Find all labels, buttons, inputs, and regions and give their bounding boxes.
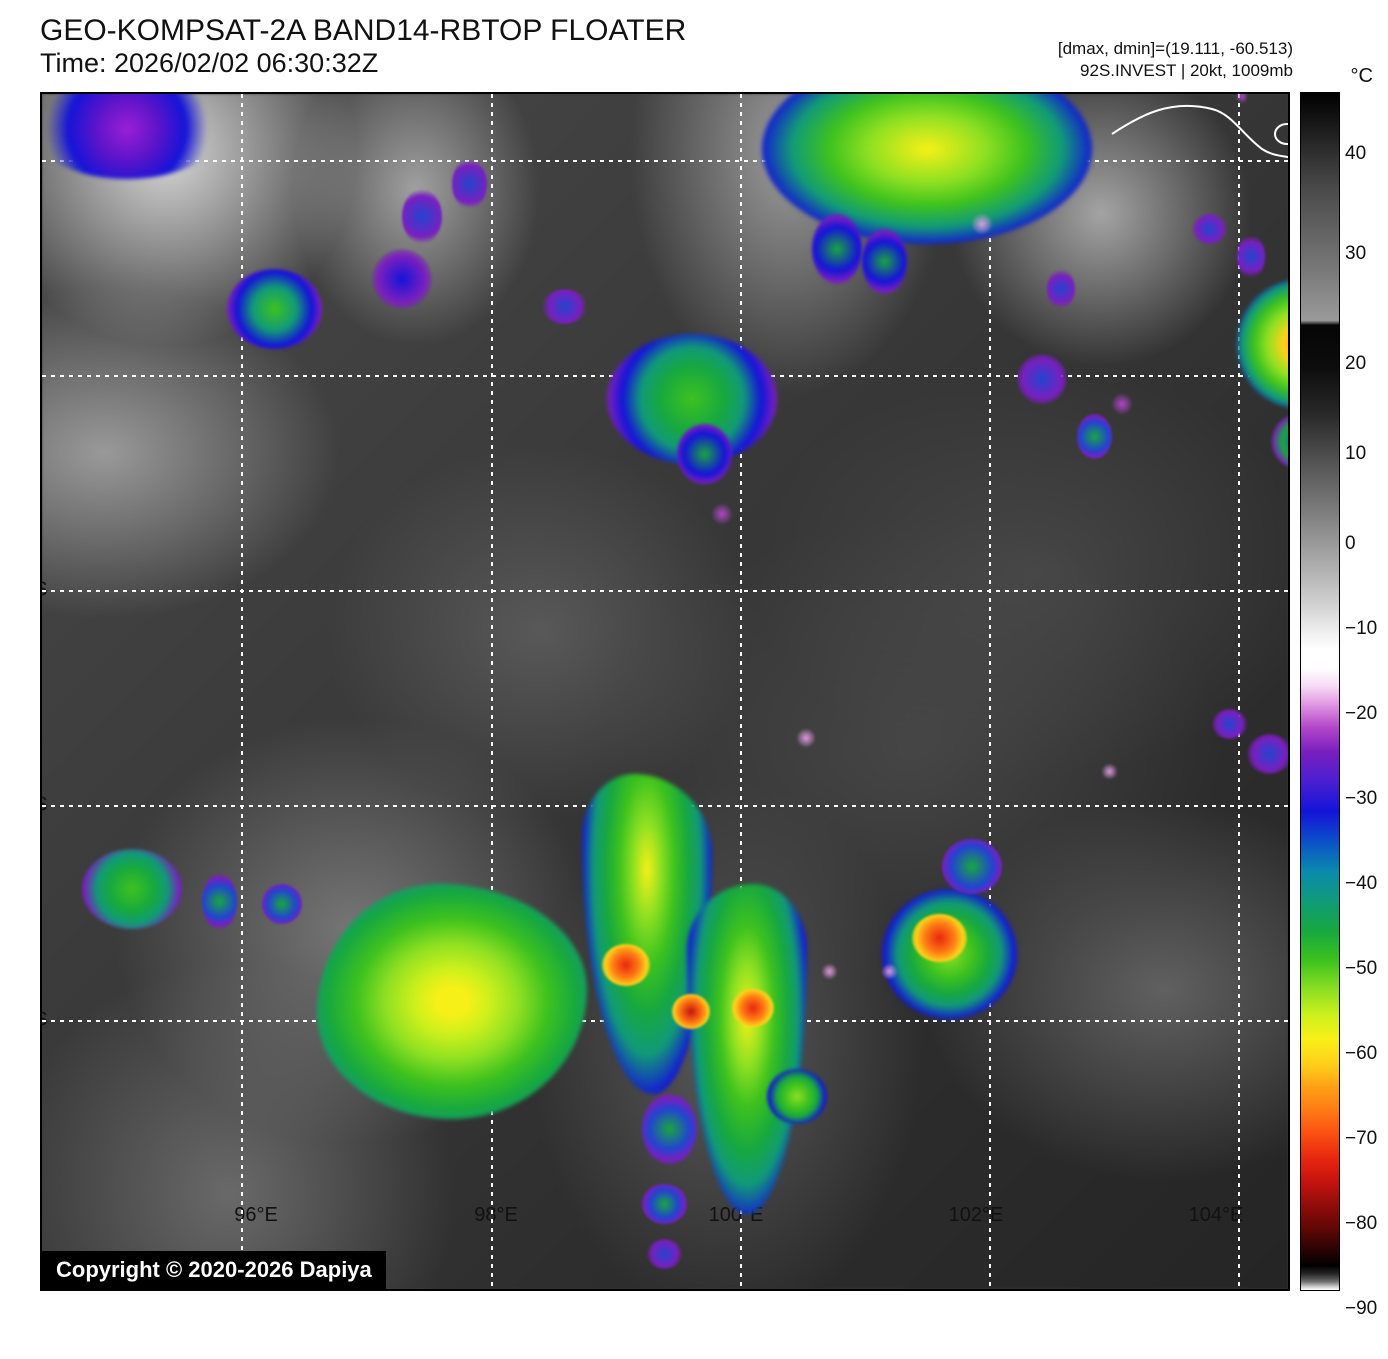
cb-tick-neg20: −20 bbox=[1345, 703, 1377, 725]
cb-tick-neg30: −30 bbox=[1345, 788, 1377, 810]
cloud-cell bbox=[82, 849, 182, 929]
color-scale-bar[interactable] bbox=[1300, 92, 1340, 1291]
page-subtitle: Time: 2026/02/02 06:30:32Z bbox=[40, 48, 686, 79]
cloud-cell bbox=[262, 884, 302, 924]
gridline-lon-104 bbox=[1238, 94, 1240, 1289]
hot-core-cell bbox=[912, 914, 967, 962]
gridline-lon-96 bbox=[241, 94, 243, 1289]
cloud-cell bbox=[227, 269, 322, 349]
invest-info-label: 92S.INVEST | 20kt, 1009mb bbox=[1058, 60, 1293, 82]
cb-tick-40: 40 bbox=[1345, 143, 1366, 165]
hot-core-cell bbox=[732, 989, 774, 1027]
cloud-cell bbox=[202, 874, 237, 929]
cb-tick-neg40: −40 bbox=[1345, 873, 1377, 895]
cloud-cell bbox=[862, 229, 907, 294]
cloud-cell bbox=[677, 424, 732, 484]
cloud-cell bbox=[1212, 709, 1247, 739]
cb-tick-neg80: −80 bbox=[1345, 1213, 1377, 1235]
cloud-cell bbox=[542, 289, 587, 324]
cloud-cell bbox=[797, 729, 815, 747]
cloud-cell bbox=[1017, 354, 1067, 404]
cloud-cell bbox=[647, 1239, 682, 1269]
cloud-cell bbox=[1102, 764, 1117, 779]
cb-tick-10: 10 bbox=[1345, 443, 1366, 465]
copyright-label: Copyright © 2020-2026 Dapiya bbox=[42, 1251, 386, 1289]
cloud-cell bbox=[402, 189, 442, 244]
cloud-cell bbox=[812, 214, 862, 284]
cloud-cell bbox=[822, 964, 837, 979]
lon-label-98: 98°E bbox=[474, 1204, 518, 1227]
cloud-cell bbox=[942, 839, 1002, 894]
units-label: °C bbox=[1351, 65, 1373, 88]
cloud-cell bbox=[642, 1094, 697, 1164]
hot-core-cell bbox=[672, 994, 710, 1029]
colorbar-container[interactable]: 40 30 20 10 0 −10 −20 −30 −40 −50 −60 −7… bbox=[1300, 92, 1340, 1291]
lon-label-102: 102°E bbox=[949, 1204, 1004, 1227]
page-title: GEO-KOMPSAT-2A BAND14-RBTOP FLOATER bbox=[40, 14, 686, 48]
hot-core-cell bbox=[602, 944, 650, 986]
cloud-cell bbox=[1047, 269, 1075, 309]
cloud-cell bbox=[1112, 394, 1132, 414]
lon-label-104: 104°E bbox=[1189, 1204, 1244, 1227]
cb-tick-neg50: −50 bbox=[1345, 958, 1377, 980]
gridline-lon-102 bbox=[989, 94, 991, 1289]
cb-tick-neg10: −10 bbox=[1345, 618, 1377, 640]
cb-tick-30: 30 bbox=[1345, 243, 1366, 265]
cloud-cell bbox=[1192, 214, 1227, 244]
cloud-cell bbox=[1247, 734, 1290, 774]
cb-tick-neg90: −90 bbox=[1345, 1298, 1377, 1320]
dmax-dmin-label: [dmax, dmin]=(19.111, -60.513) bbox=[1058, 38, 1293, 60]
coastline-icon bbox=[1102, 94, 1290, 234]
title-block: GEO-KOMPSAT-2A BAND14-RBTOP FLOATER Time… bbox=[40, 14, 686, 79]
satellite-image-panel[interactable]: 6°S 8°S 10°S 12°S 14°S Copyright © 2020-… bbox=[40, 92, 1290, 1291]
cb-tick-neg60: −60 bbox=[1345, 1043, 1377, 1065]
cloud-cell bbox=[882, 964, 897, 979]
cloud-cell bbox=[1077, 414, 1112, 459]
cloud-cell bbox=[972, 214, 992, 234]
cloud-cell bbox=[712, 504, 732, 524]
cloud-cell bbox=[1237, 234, 1265, 279]
cloud-cell bbox=[372, 249, 432, 309]
cloud-cell bbox=[452, 159, 487, 209]
header-info: [dmax, dmin]=(19.111, -60.513) 92S.INVES… bbox=[1058, 38, 1293, 82]
cb-tick-0: 0 bbox=[1345, 533, 1356, 555]
gridline-lat-10 bbox=[42, 590, 1288, 592]
cb-tick-neg70: −70 bbox=[1345, 1128, 1377, 1150]
cloud-cell bbox=[767, 1069, 827, 1124]
cb-tick-20: 20 bbox=[1345, 353, 1366, 375]
cloud-cell bbox=[642, 1184, 687, 1224]
